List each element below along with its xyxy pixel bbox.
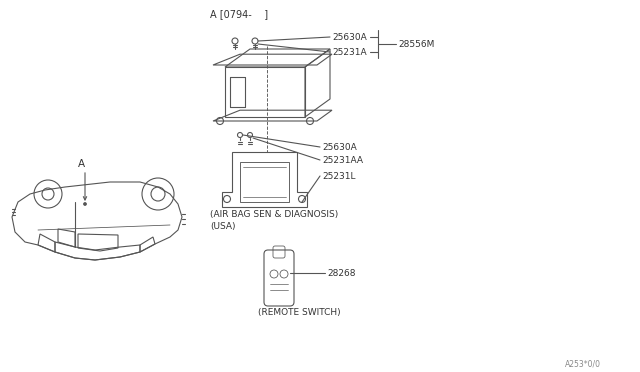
Text: A [0794-    ]: A [0794- ] (210, 9, 268, 19)
Circle shape (83, 202, 86, 205)
Text: A: A (77, 159, 84, 169)
Text: 25231AA: 25231AA (322, 155, 363, 164)
Text: (REMOTE SWITCH): (REMOTE SWITCH) (258, 308, 340, 317)
Text: (USA): (USA) (210, 221, 236, 231)
Text: 25630A: 25630A (332, 32, 367, 42)
Text: 25231A: 25231A (332, 48, 367, 57)
Text: 28556M: 28556M (398, 39, 435, 48)
Text: 25231L: 25231L (322, 171, 355, 180)
Text: 28268: 28268 (327, 269, 355, 278)
Text: 25630A: 25630A (322, 142, 356, 151)
Bar (240, 162, 289, 202)
Text: A253*0/0: A253*0/0 (565, 359, 601, 369)
Text: (AIR BAG SEN & DIAGNOSIS): (AIR BAG SEN & DIAGNOSIS) (210, 209, 339, 218)
